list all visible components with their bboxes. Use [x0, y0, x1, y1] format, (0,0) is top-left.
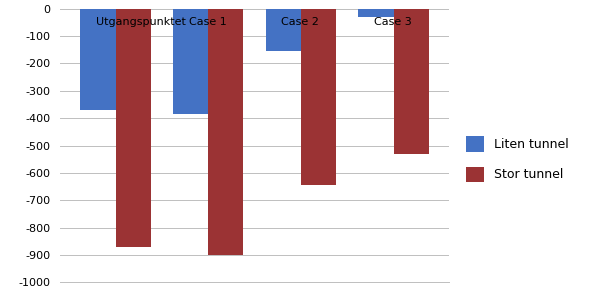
Bar — [208, 9, 243, 255]
Bar — [80, 9, 116, 110]
Bar — [266, 9, 301, 51]
Text: Case 3: Case 3 — [374, 17, 412, 27]
Bar — [173, 9, 208, 114]
Text: Case 1: Case 1 — [189, 17, 226, 27]
Legend: Liten tunnel, Stor tunnel: Liten tunnel, Stor tunnel — [459, 130, 576, 188]
Bar — [394, 9, 429, 154]
Text: Case 2: Case 2 — [282, 17, 319, 27]
Bar — [116, 9, 151, 247]
Text: Utgangspunktet: Utgangspunktet — [96, 17, 186, 27]
Bar — [301, 9, 336, 185]
Bar — [358, 9, 394, 17]
